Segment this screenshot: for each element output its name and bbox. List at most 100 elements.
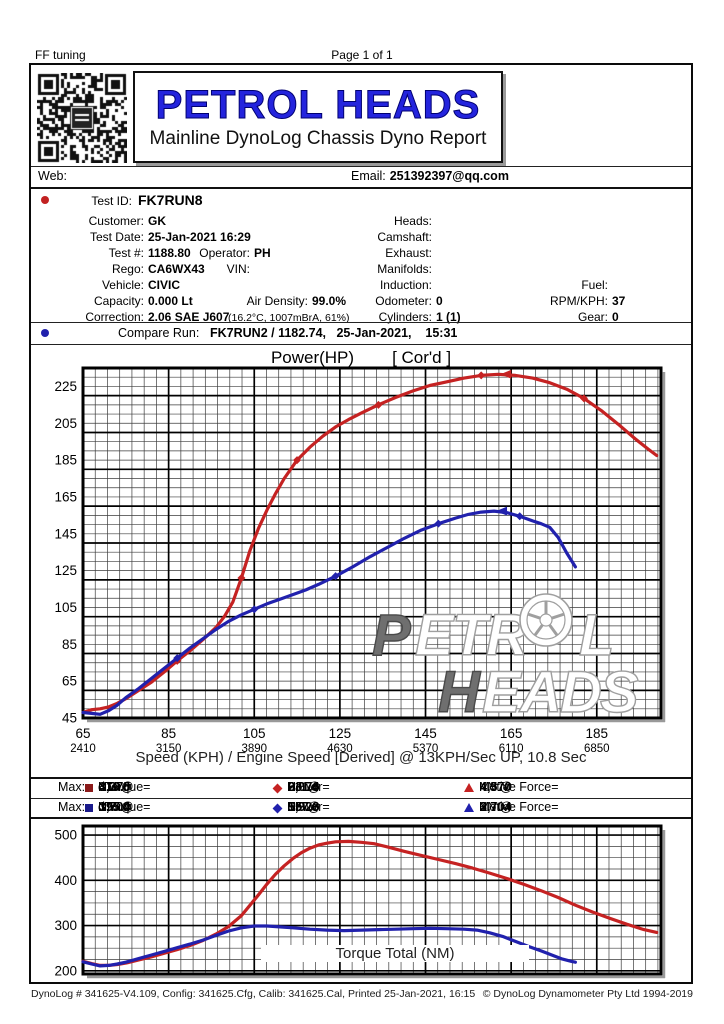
legend-value: 231.6 (288, 780, 320, 794)
svg-text:E: E (482, 660, 523, 725)
max-label: Max: (58, 800, 86, 814)
legend-bottom-rule (31, 817, 691, 819)
svg-text:145: 145 (414, 726, 437, 741)
svg-text:205: 205 (54, 416, 77, 431)
svg-text:6110: 6110 (499, 743, 524, 755)
legend-at-value: 4,370 (99, 780, 131, 794)
info-row: Correction: 2.06 SAE J607 (16.2°C, 1007m… (62, 310, 687, 326)
svg-text:185: 185 (54, 453, 77, 468)
compare-run-value: FK7RUN2 / 1182.74, 25-Jan-2021, 15:31 (210, 326, 458, 340)
svg-text:125: 125 (329, 726, 352, 741)
svg-text:65: 65 (75, 726, 90, 741)
red-bullet-icon (41, 196, 49, 204)
email-label: Email: (351, 169, 386, 183)
svg-text:165: 165 (54, 489, 77, 504)
legend-name: Motive Force= (479, 780, 563, 794)
legend-item-power: Power= 231.6 HP @6,074 (272, 780, 330, 794)
exhaust-label: Exhaust: (385, 246, 432, 260)
svg-text:85: 85 (62, 637, 77, 652)
power-chart-title: Power(HP) [ Cor'd ] (31, 348, 691, 367)
compare-run-row: Compare Run: FK7RUN2 / 1182.74, 25-Jan-2… (41, 326, 687, 342)
legend-name: Power= (287, 800, 334, 814)
info-row: Capacity: 0.000 Lt Air Density: 99.0% Od… (62, 294, 687, 310)
test-id-value: FK7RUN8 (138, 192, 203, 208)
capacity-label: Capacity: (93, 294, 144, 308)
air-density-value: 99.0% (312, 294, 347, 308)
legend-item-motive-force: Motive Force= 2.7 KN @3,704 (464, 800, 559, 814)
rego-label: Rego: (111, 262, 144, 276)
motive-force-triangle-icon (464, 803, 474, 812)
svg-text:A: A (518, 660, 562, 725)
footer-config-info: DynoLog # 341625-V4.109, Config: 341625.… (31, 988, 476, 1000)
vehicle-label: Vehicle: (101, 278, 144, 292)
svg-text:6850: 6850 (584, 743, 610, 755)
power-chart-corrected-tag: [ Cor'd ] (392, 348, 452, 367)
legend-unit: KN @ (479, 780, 513, 794)
svg-text:500: 500 (54, 828, 77, 843)
divider (31, 187, 691, 189)
legend-at-value: 6,074 (288, 780, 320, 794)
test-number-value: 1188.80 (148, 246, 191, 260)
page-number: Page 1 of 1 (331, 48, 393, 62)
divider (31, 166, 691, 167)
legend-value: 195.9 (99, 800, 131, 814)
blue-bullet-icon (41, 329, 49, 337)
correction-value: 2.06 SAE J607 (148, 310, 230, 324)
gear-value: 0 (612, 310, 619, 324)
legend-name: dTorque= (98, 800, 154, 814)
web-label: Web: (38, 169, 67, 183)
legend-top-rule (31, 777, 691, 779)
report-subtitle: Mainline DynoLog Chassis Dyno Report (149, 128, 487, 149)
svg-text:5370: 5370 (413, 743, 439, 755)
svg-text:E: E (415, 603, 456, 668)
rpm-kph-value: 37 (612, 294, 626, 308)
test-id-row: Test ID: FK7RUN8 (41, 192, 687, 210)
legend-unit: KN @ (479, 800, 513, 814)
email-value: 251392397@qq.com (389, 169, 509, 183)
legend-value: 157.3 (288, 800, 320, 814)
svg-text:2410: 2410 (70, 743, 96, 755)
svg-text:300: 300 (54, 918, 77, 933)
info-row: Test Date: 25-Jan-2021 16:29 Camshaft: (62, 230, 687, 246)
svg-text:L: L (579, 603, 614, 668)
svg-text:4630: 4630 (327, 743, 353, 755)
torque-chart-title: Torque Total (NM) (261, 945, 529, 962)
svg-text:R: R (486, 603, 528, 668)
svg-text:400: 400 (54, 873, 77, 888)
info-row: Test #: 1188.80 Operator: PH Exhaust: (62, 246, 687, 262)
svg-text:D: D (560, 660, 602, 725)
power-diamond-icon (272, 803, 283, 814)
info-row: Vehicle: CIVIC Induction: Fuel: (62, 278, 687, 294)
svg-text:3150: 3150 (156, 743, 182, 755)
info-row: Rego: CA6WX43 VIN: Manifolds: (62, 262, 687, 278)
rpm-kph-label: RPM/KPH: (549, 294, 608, 308)
svg-text:185: 185 (586, 726, 609, 741)
legend-at-value: 4,370 (480, 780, 512, 794)
test-date-label: Test Date: (89, 230, 144, 244)
legend-item-motive-force: Motive Force= 4.5 KN @4,370 (464, 780, 559, 794)
legend-name: Power= (287, 780, 334, 794)
legend-unit: NM @ (98, 800, 134, 814)
legend-value: 2.7 (480, 800, 498, 814)
induction-label: Induction: (379, 278, 432, 292)
test-id-label: Test ID: (91, 194, 132, 208)
gear-label: Gear: (577, 310, 608, 324)
legend-item-dtorque: dTorque= 195.9 NM @3,704 (85, 800, 150, 814)
footer-copyright: © DynoLog Dynamometer Pty Ltd 1994-2019 (482, 988, 693, 1000)
svg-text:200: 200 (54, 963, 77, 978)
legend-unit: NM @ (98, 780, 134, 794)
test-date-value: 25-Jan-2021 16:29 (148, 230, 251, 244)
odometer-label: Odometer: (375, 294, 432, 308)
qr-code (37, 73, 127, 163)
compare-run-label: Compare Run: (118, 326, 200, 340)
svg-text:165: 165 (500, 726, 523, 741)
email: Email: 251392397@qq.com (351, 169, 509, 183)
legend-unit: HP @ (287, 780, 321, 794)
svg-text:145: 145 (54, 526, 77, 541)
legend-item-dtorque: dTorque= 319.5 NM @4,370 (85, 780, 150, 794)
legend-at-value: 3,704 (480, 800, 512, 814)
customer-value: GK (148, 214, 166, 228)
tuner-name: FF tuning (35, 48, 86, 62)
